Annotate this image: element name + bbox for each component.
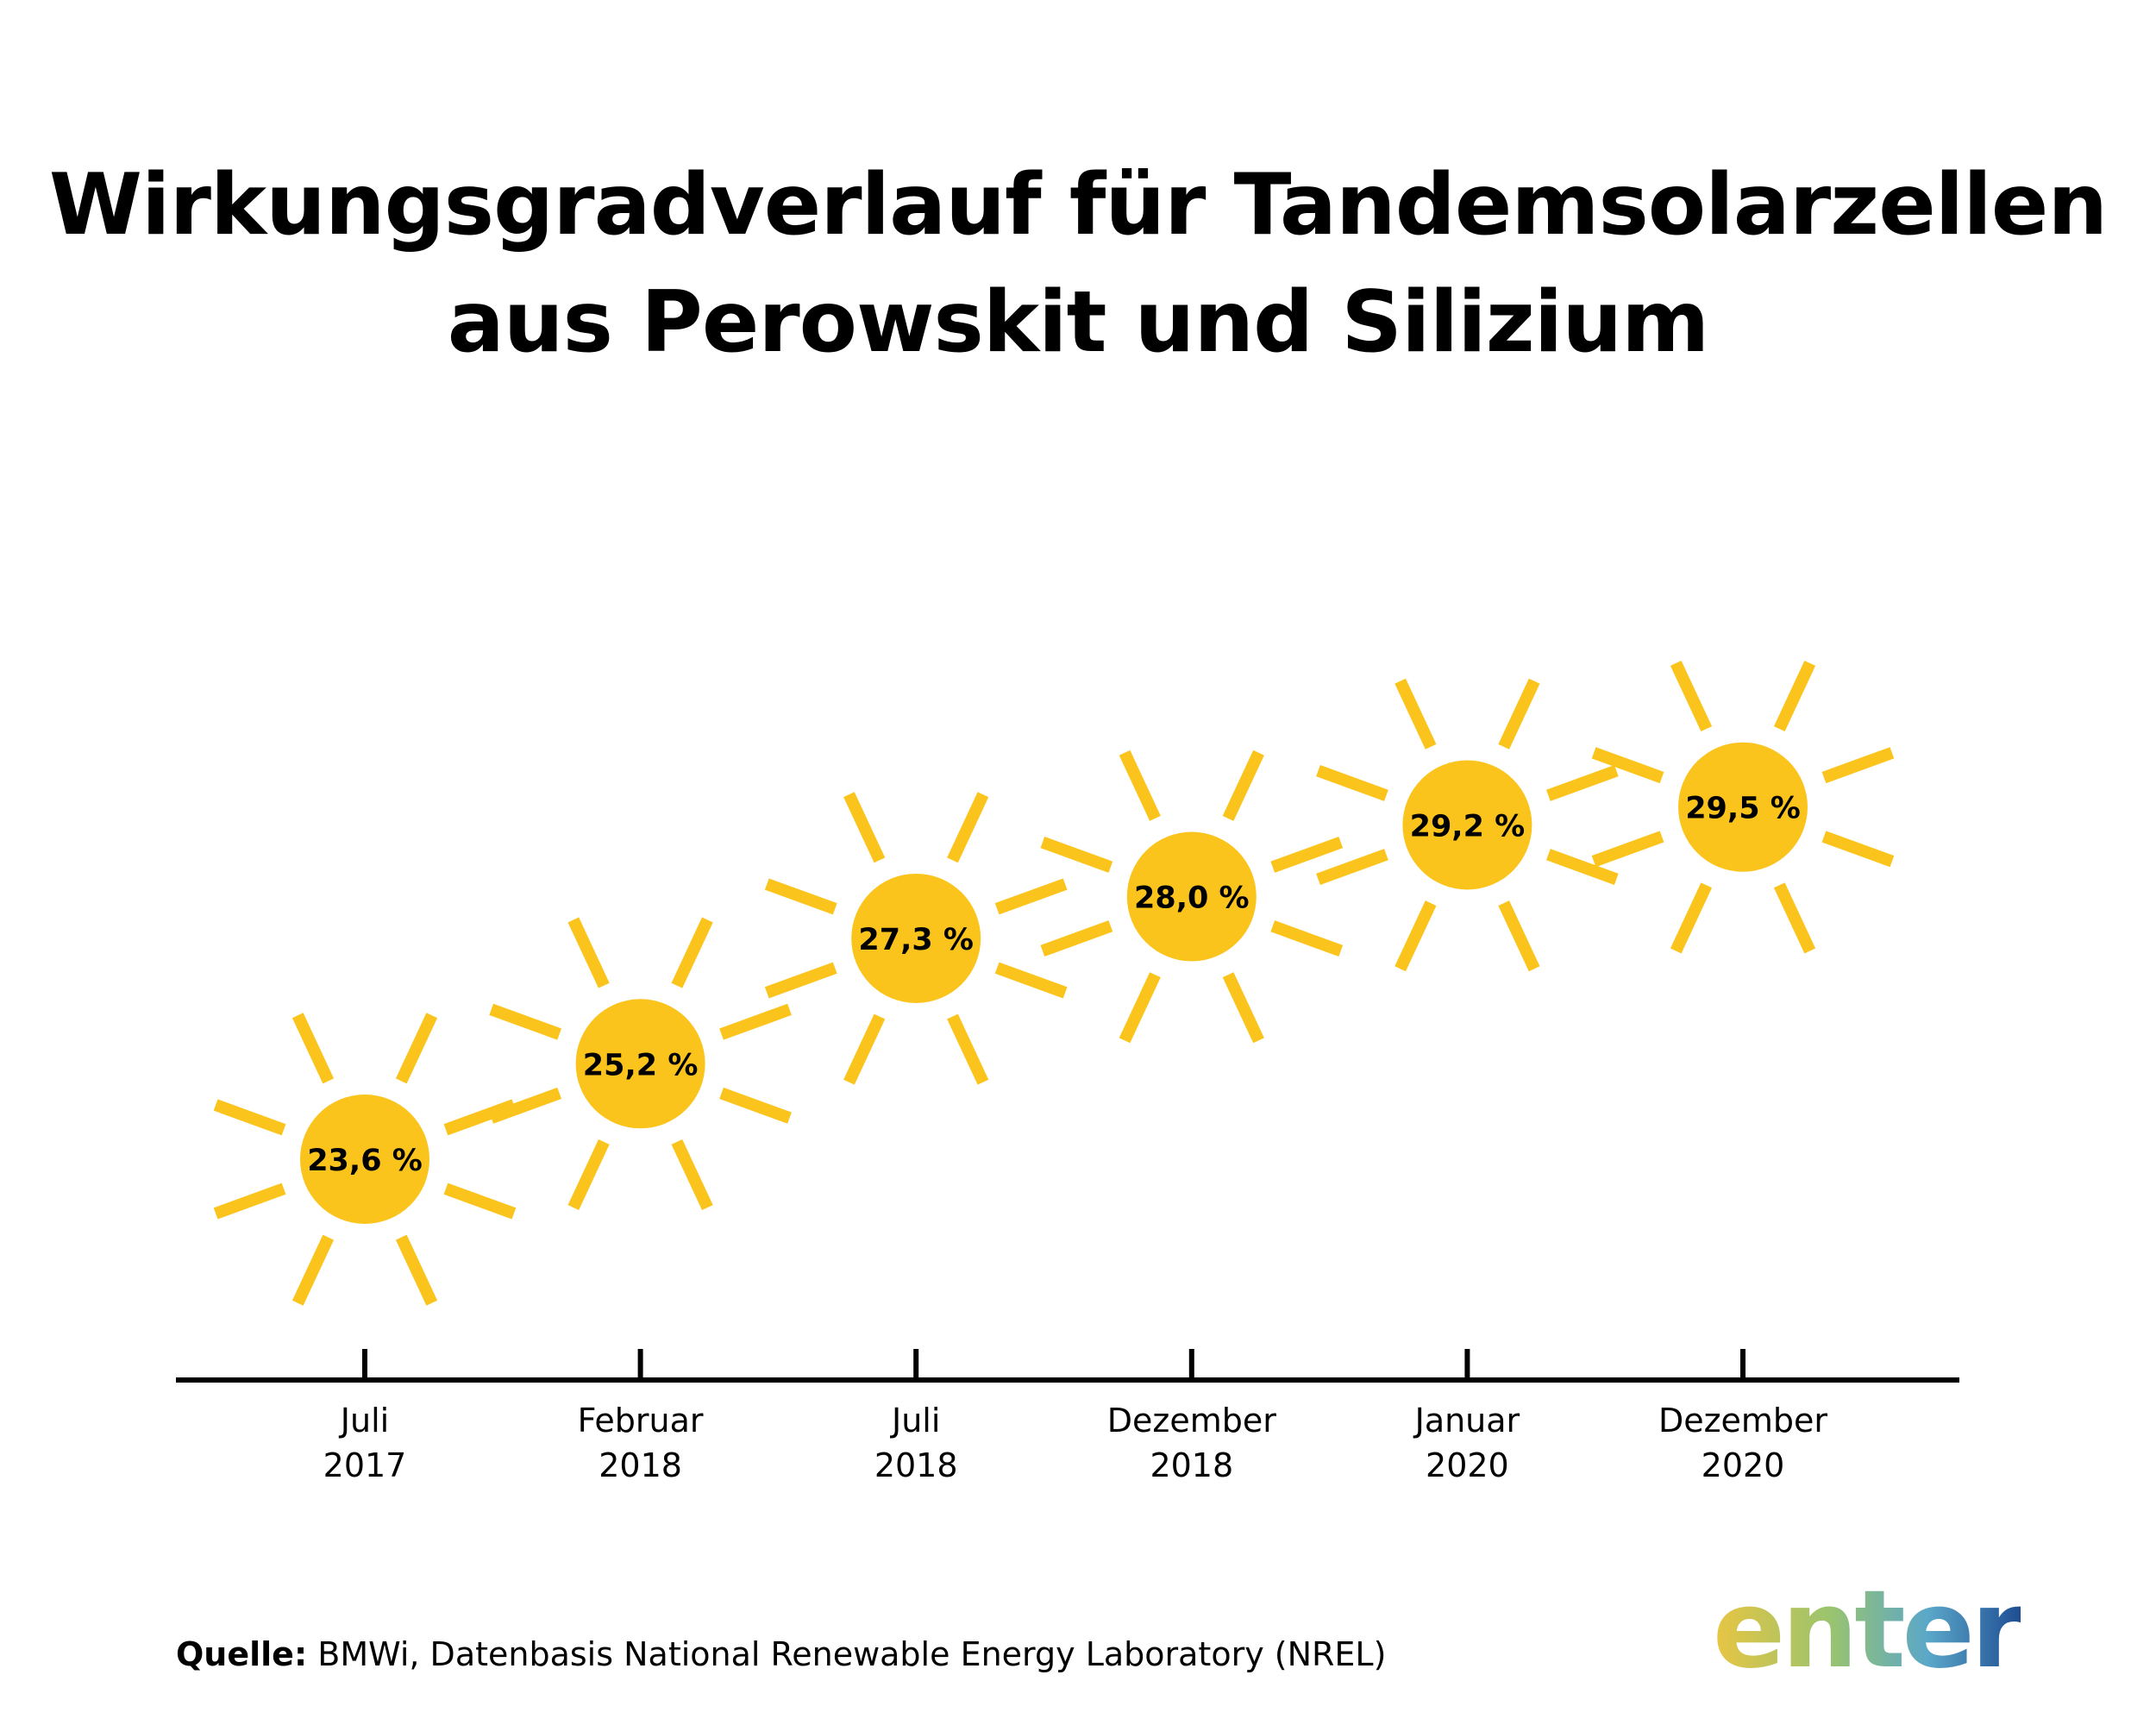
data-label: 29,2 % <box>1410 809 1526 844</box>
x-tick-label-year: 2018 <box>874 1446 958 1484</box>
sun-ray <box>489 1003 562 1040</box>
sun-ray <box>671 1138 713 1210</box>
chart-title-line-1: Wirkungsgradverlauf für Tandemsolarzelle… <box>48 156 2108 254</box>
sun-ray <box>1119 972 1161 1044</box>
sun-marker <box>1402 760 1532 890</box>
sun-marker <box>300 1095 429 1224</box>
sun-ray <box>1316 764 1388 801</box>
x-tick-label-year: 2017 <box>323 1446 407 1484</box>
sun-ray <box>719 1087 792 1124</box>
sun-ray <box>1316 849 1388 885</box>
sun-ray <box>1773 661 1816 732</box>
sun-marker <box>1126 831 1257 962</box>
x-tick-label-year: 2020 <box>1702 1446 1785 1484</box>
x-tick-label-month: Juli <box>890 1402 940 1440</box>
sun-ray <box>395 1013 438 1084</box>
sun-marker <box>575 999 705 1129</box>
sun-ray <box>843 792 886 863</box>
chart-title-line-2: aus Perowskit und Silizium <box>447 273 1710 372</box>
sun-ray <box>213 1099 286 1136</box>
sun-ray <box>1270 920 1344 957</box>
sun-ray <box>719 1003 792 1040</box>
x-tick-label-year: 2018 <box>599 1446 682 1484</box>
sun-ray <box>291 1234 335 1306</box>
sun-ray <box>1545 849 1619 885</box>
sun-ray <box>1222 972 1264 1044</box>
enter-logo: enter <box>1713 1565 2024 1695</box>
sun-ray <box>1821 747 1895 784</box>
sun-ray <box>1498 900 1540 972</box>
data-label: 29,5 % <box>1685 792 1801 826</box>
x-tick-label-month: Dezember <box>1107 1402 1276 1440</box>
source-text: BMWi, Datenbasis National Renewable Ener… <box>317 1635 1387 1673</box>
data-label: 25,2 % <box>583 1048 699 1082</box>
chart-title: Wirkungsgradverlauf für Tandemsolarzelle… <box>0 147 2156 381</box>
x-tick-label-month: Dezember <box>1658 1402 1827 1440</box>
data-label: 23,6 % <box>307 1144 423 1178</box>
sun-ray <box>1119 750 1161 821</box>
sun-ray <box>395 1234 438 1306</box>
sun-ray <box>567 917 610 988</box>
sun-ray <box>764 962 837 999</box>
sun-ray <box>764 878 837 915</box>
sun-ray <box>443 1182 517 1220</box>
sun-ray <box>1040 920 1113 957</box>
x-tick-label-year: 2018 <box>1150 1446 1233 1484</box>
sun-ray <box>489 1087 562 1124</box>
sun-ray <box>567 1138 610 1210</box>
sun-ray <box>291 1013 335 1084</box>
sun-ray <box>1395 900 1437 972</box>
sun-ray <box>671 917 713 988</box>
sun-ray <box>1395 678 1437 750</box>
sun-ray <box>994 878 1068 915</box>
sun-ray <box>994 962 1068 999</box>
sun-ray <box>213 1182 286 1220</box>
sun-ray <box>1591 831 1664 868</box>
sun-ray <box>1821 831 1895 868</box>
data-label: 28,0 % <box>1134 881 1250 916</box>
sun-ray <box>1773 882 1816 954</box>
sun-ray <box>1040 837 1113 873</box>
sun-marker <box>851 873 981 1003</box>
sun-ray <box>1670 661 1713 732</box>
sun-ray <box>1545 764 1619 801</box>
sun-ray <box>1498 678 1540 750</box>
sun-ray <box>1222 750 1264 821</box>
sun-marker <box>1678 742 1808 872</box>
sun-ray <box>1270 837 1344 873</box>
source-note: Quelle: BMWi, Datenbasis National Renewa… <box>176 1632 1386 1677</box>
x-tick-label-month: Januar <box>1413 1402 1520 1440</box>
x-tick-label-year: 2020 <box>1426 1446 1509 1484</box>
sun-ray <box>1591 747 1664 784</box>
sun-ray <box>1670 882 1713 954</box>
x-tick-label-month: Juli <box>339 1402 389 1440</box>
x-tick-label-month: Februar <box>578 1402 704 1440</box>
data-label: 27,3 % <box>858 923 974 957</box>
sun-ray <box>843 1013 886 1085</box>
sun-ray <box>947 1013 989 1085</box>
source-label: Quelle: <box>176 1635 308 1673</box>
sun-ray <box>947 792 989 863</box>
